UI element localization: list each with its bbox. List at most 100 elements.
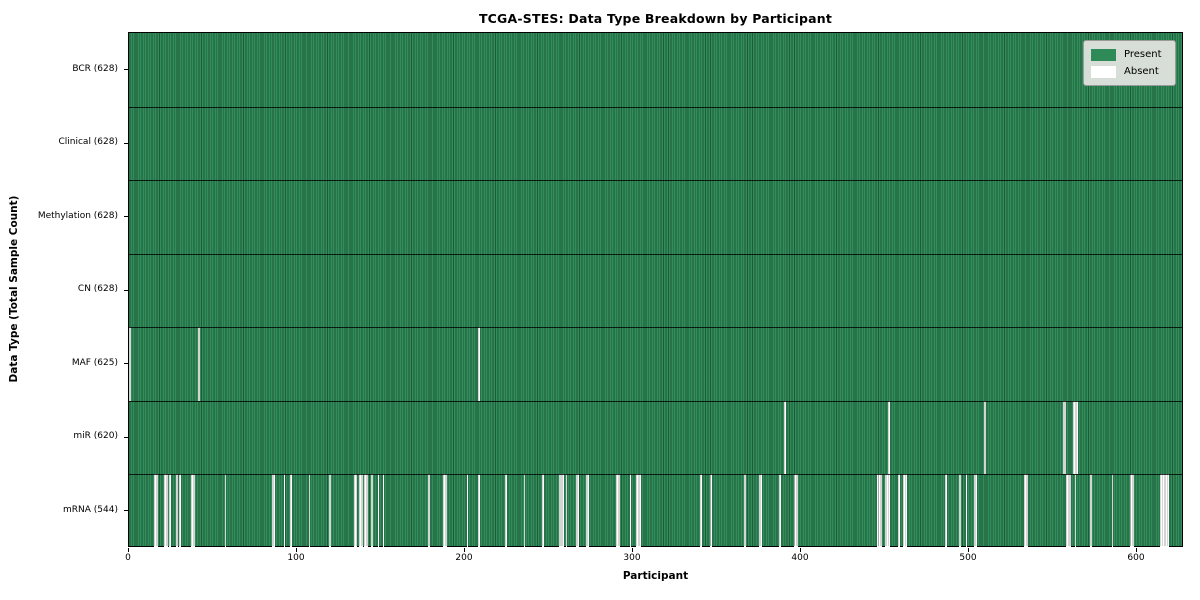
- absent-mark: [1074, 401, 1077, 474]
- legend: Present Absent: [1083, 40, 1176, 86]
- absent-mark: [1163, 474, 1166, 548]
- absent-mark: [565, 474, 568, 548]
- data-row-miR: [129, 401, 1182, 474]
- absent-mark: [795, 474, 798, 548]
- absent-mark: [984, 401, 986, 474]
- absent-mark: [466, 474, 469, 548]
- absent-mark: [638, 474, 640, 548]
- plot-area: Present Absent: [128, 32, 1183, 548]
- absent-mark: [1131, 474, 1134, 548]
- absent-mark: [1073, 401, 1075, 474]
- absent-mark: [197, 327, 200, 401]
- legend-label-present: Present: [1124, 48, 1162, 60]
- absent-mark: [784, 401, 786, 474]
- absent-mark: [945, 474, 948, 548]
- absent-mark: [478, 474, 481, 548]
- absent-mark: [1026, 474, 1028, 548]
- y-tick-label: MAF (625): [71, 358, 118, 368]
- absent-mark: [191, 474, 193, 548]
- absent-mark: [443, 474, 445, 548]
- absent-mark: [903, 474, 906, 548]
- absent-mark: [700, 474, 702, 548]
- x-tick: [296, 548, 297, 552]
- absent-mark: [905, 474, 907, 548]
- absent-mark: [355, 474, 358, 548]
- absent-mark: [1074, 474, 1077, 548]
- absent-mark: [224, 474, 227, 548]
- absent-mark: [523, 474, 526, 548]
- absent-mark: [879, 474, 882, 548]
- absent-mark: [975, 474, 978, 548]
- absent-mark: [192, 474, 195, 548]
- absent-mark: [382, 474, 385, 548]
- absent-mark: [884, 474, 887, 548]
- absent-mark: [974, 474, 976, 548]
- data-row-BCR: [129, 33, 1182, 107]
- y-tick: [124, 437, 128, 438]
- absent-mark: [1160, 474, 1163, 548]
- absent-mark: [360, 474, 363, 548]
- absent-mark: [359, 474, 361, 548]
- absent-mark: [1076, 401, 1079, 474]
- absent-mark: [308, 474, 311, 548]
- y-tick-label: Clinical (628): [58, 137, 118, 147]
- absent-mark: [886, 474, 889, 548]
- absent-mark: [1068, 474, 1070, 548]
- absent-mark: [876, 474, 879, 548]
- legend-label-absent: Absent: [1124, 65, 1159, 77]
- absent-mark: [290, 474, 292, 548]
- absent-mark: [370, 474, 373, 548]
- absent-mark: [1111, 474, 1114, 548]
- data-row-mRNA: [129, 474, 1182, 548]
- x-tick-label: 400: [791, 553, 809, 563]
- absent-mark: [577, 474, 580, 548]
- x-tick: [632, 548, 633, 552]
- absent-mark: [354, 474, 356, 548]
- absent-mark: [328, 474, 331, 548]
- absent-mark: [559, 474, 561, 548]
- absent-mark: [575, 474, 578, 548]
- absent-mark: [428, 474, 430, 548]
- absent-mark: [743, 474, 746, 548]
- row-separator: [129, 107, 1182, 108]
- y-tick: [124, 216, 128, 217]
- absent-mark: [1024, 474, 1027, 548]
- x-tick: [800, 548, 801, 552]
- absent-mark: [562, 474, 565, 548]
- row-separator: [129, 474, 1182, 475]
- absent-mark: [364, 474, 366, 548]
- absent-mark: [629, 474, 632, 548]
- x-axis-label: Participant: [622, 570, 689, 582]
- y-tick-label: mRNA (544): [63, 505, 118, 515]
- absent-mark: [898, 474, 901, 548]
- y-tick-label: Methylation (628): [37, 211, 118, 221]
- absent-mark: [710, 474, 712, 548]
- absent-mark: [444, 474, 447, 548]
- absent-mark: [176, 474, 178, 548]
- absent-mark: [1130, 474, 1132, 548]
- y-tick-label: CN (628): [77, 284, 118, 294]
- data-row-Methylation: [129, 180, 1182, 254]
- absent-mark: [1165, 474, 1168, 548]
- y-tick: [124, 363, 128, 364]
- x-tick: [128, 548, 129, 552]
- absent-mark: [505, 474, 507, 548]
- absent-mark: [365, 474, 368, 548]
- absent-mark: [639, 474, 642, 548]
- absent-mark: [587, 474, 590, 548]
- absent-mark: [542, 474, 544, 548]
- y-tick: [124, 143, 128, 144]
- absent-mark: [155, 474, 158, 548]
- absent-mark: [888, 401, 890, 474]
- legend-entry-present: Present: [1091, 46, 1168, 63]
- data-row-Clinical: [129, 107, 1182, 180]
- y-tick: [124, 510, 128, 511]
- x-tick-label: 0: [125, 553, 131, 563]
- absent-mark: [273, 474, 276, 548]
- absent-mark: [1069, 474, 1072, 548]
- data-row-MAF: [129, 327, 1182, 401]
- absent-mark: [636, 474, 638, 548]
- row-separator: [129, 401, 1182, 402]
- absent-mark: [794, 474, 796, 548]
- absent-mark: [1066, 474, 1069, 548]
